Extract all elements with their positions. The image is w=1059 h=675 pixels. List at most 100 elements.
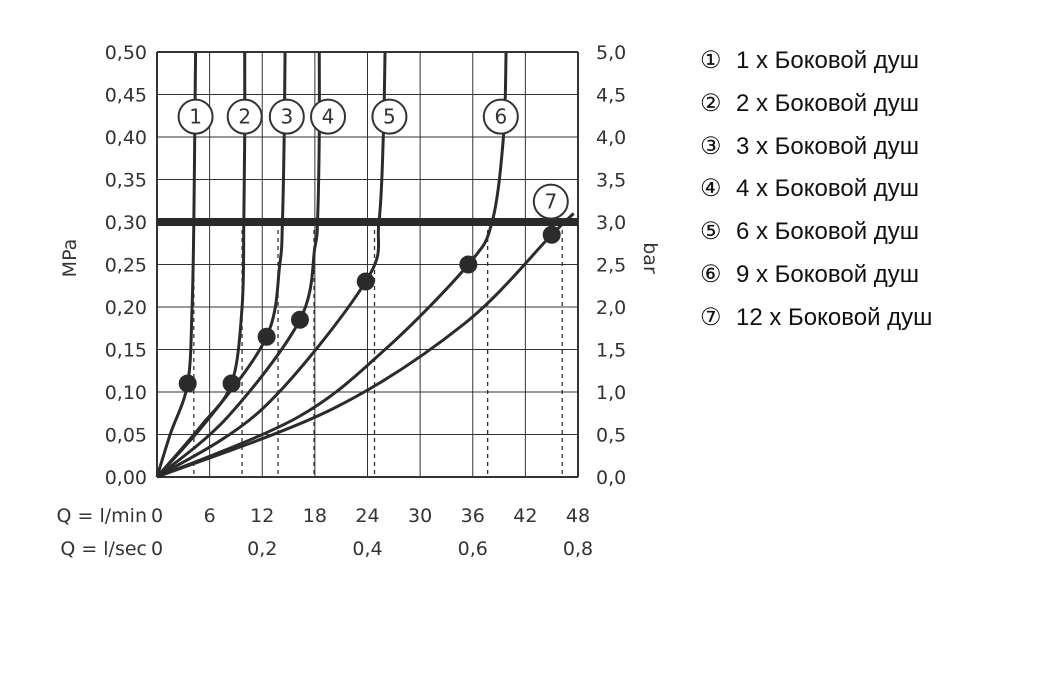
curve-label-number: 7 (544, 190, 557, 214)
legend-text: 3 x Боковой душ (736, 132, 920, 160)
curve-label-circle (268, 98, 305, 135)
legend-marker: ① (700, 47, 722, 74)
curve-label-circle (482, 98, 519, 135)
curve-label-7: 7 (532, 183, 569, 220)
y-tick-right: 0,0 (596, 467, 626, 489)
y-tick-right: 3,0 (596, 212, 626, 234)
operating-points (178, 225, 561, 393)
curve-label-number: 1 (189, 105, 202, 129)
x-tick-lmin: 36 (461, 505, 485, 527)
y-tick-left: 0,25 (105, 255, 147, 277)
curve-label-circle (310, 98, 347, 135)
x-tick-lmin: 6 (204, 505, 216, 527)
curve-label-6: 6 (482, 98, 519, 135)
y-tick-left: 0,30 (105, 212, 147, 234)
y-tick-right: 3,5 (596, 170, 626, 192)
legend-marker: ⑥ (700, 260, 722, 288)
y-tick-left: 0,40 (105, 127, 147, 149)
y-tick-left: 0,20 (105, 297, 147, 319)
y-tick-left: 0,15 (105, 340, 147, 362)
x-tick-lmin: 48 (566, 505, 590, 527)
tick-labels: 0,000,050,100,150,200,250,300,350,400,45… (105, 42, 627, 560)
curve-1 (155, 51, 198, 478)
legend-item: ⑦ 12 x Боковой душ (700, 297, 932, 340)
curve-label-number: 2 (238, 105, 251, 129)
curve-7 (156, 212, 575, 479)
legend-text: 6 x Боковой душ (736, 218, 920, 246)
operating-point-1 (178, 374, 197, 393)
y-tick-left: 0,10 (105, 382, 147, 404)
y-tick-left: 0,00 (105, 467, 147, 489)
curve-label-3: 3 (268, 98, 305, 135)
curve-label-number: 5 (383, 105, 396, 129)
legend-text: 2 x Боковой душ (736, 89, 920, 117)
y-tick-left: 0,50 (105, 42, 147, 64)
y-tick-left: 0,05 (105, 425, 147, 447)
x-axis-label-lmin: Q = l/min (57, 505, 147, 527)
operating-point-4 (290, 310, 309, 329)
x-tick-lsec: 0,8 (563, 538, 593, 560)
curve-4 (156, 51, 321, 479)
y-tick-right: 2,5 (596, 255, 626, 277)
y-axis-label-left: MPa (59, 239, 81, 278)
y-tick-right: 4,5 (596, 85, 626, 107)
curve-label-number: 4 (322, 105, 335, 129)
x-axis-label-lsec: Q = l/sec (60, 538, 147, 560)
legend-item: ③ 3 x Боковой душ (700, 126, 932, 169)
curve-5 (156, 51, 387, 479)
y-axis-label-right: bar (639, 242, 661, 274)
curve-labels: 1 2 3 4 5 6 7 (177, 98, 569, 220)
y-tick-right: 1,0 (596, 382, 626, 404)
curve-label-5: 5 (371, 98, 408, 135)
curve-label-2: 2 (226, 98, 263, 135)
legend-text: 1 x Боковой душ (736, 47, 920, 74)
legend-marker: ⑦ (700, 303, 722, 331)
operating-point-6 (459, 255, 478, 274)
y-tick-right: 0,5 (596, 425, 626, 447)
y-tick-right: 5,0 (596, 42, 626, 64)
curve-label-circle (177, 98, 214, 135)
legend-item: ④ 4 x Боковой душ (700, 168, 932, 211)
x-tick-lmin: 42 (513, 505, 537, 527)
y-tick-left: 0,45 (105, 85, 147, 107)
y-tick-right: 1,5 (596, 340, 626, 362)
operating-point-5 (356, 272, 375, 291)
curve-label-circle (532, 183, 569, 220)
curve-label-number: 6 (494, 105, 507, 129)
x-tick-lmin: 12 (250, 505, 274, 527)
operating-point-3 (257, 327, 276, 346)
curve-3 (155, 51, 287, 478)
y-tick-right: 2,0 (596, 297, 626, 319)
legend-text: 4 x Боковой душ (736, 175, 920, 203)
y-tick-left: 0,35 (105, 170, 147, 192)
operating-point-7 (542, 225, 561, 244)
curve-label-4: 4 (310, 98, 347, 135)
legend-item: ⑥ 9 x Боковой душ (700, 254, 932, 297)
x-tick-lsec: 0,6 (458, 538, 488, 560)
operating-point-2 (222, 374, 241, 393)
legend-item: ⑤ 6 x Боковой душ (700, 211, 932, 254)
x-tick-lmin: 0 (151, 505, 163, 527)
curve-label-1: 1 (177, 98, 214, 135)
curve-label-number: 3 (280, 105, 293, 129)
x-tick-lmin: 30 (408, 505, 432, 527)
x-tick-lsec: 0 (151, 538, 163, 560)
x-tick-lmin: 18 (303, 505, 327, 527)
legend-text: 12 x Боковой душ (736, 303, 933, 331)
legend-marker: ② (700, 89, 722, 117)
y-tick-right: 4,0 (596, 127, 626, 149)
curve-label-circle (371, 98, 408, 135)
x-tick-lmin: 24 (355, 505, 379, 527)
legend-marker: ④ (700, 175, 722, 203)
legend-item: ① 1 x Боковой душ (700, 40, 932, 83)
x-tick-lsec: 0,2 (247, 538, 277, 560)
legend-item: ② 2 x Боковой душ (700, 83, 932, 126)
x-tick-lsec: 0,4 (352, 538, 382, 560)
legend-marker: ③ (700, 132, 722, 160)
legend-marker: ⑤ (700, 218, 722, 246)
curve-6 (156, 51, 508, 479)
legend: ① 1 x Боковой душ ② 2 x Боковой душ ③ 3 x Бок… (700, 40, 932, 340)
legend-text: 9 x Боковой душ (736, 260, 920, 288)
curve-label-circle (226, 98, 263, 135)
